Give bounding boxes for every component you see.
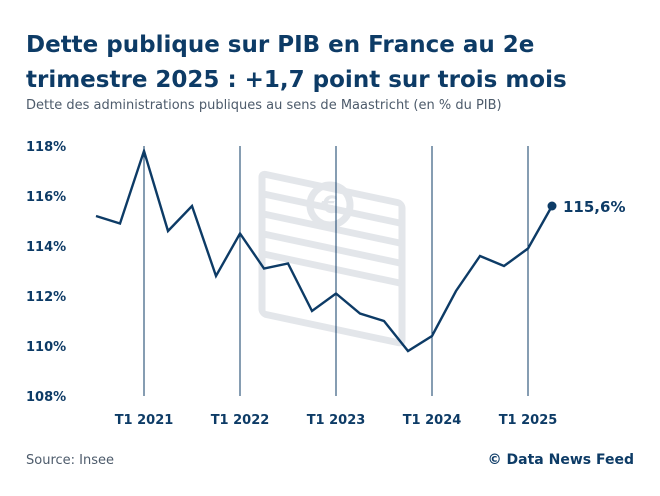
euro-banknotes-icon: €: [258, 170, 406, 347]
end-point-marker: [547, 201, 557, 211]
credit-label: © Data News Feed: [487, 452, 634, 468]
x-tick-label: T1 2025: [499, 413, 558, 428]
y-tick-label: 118%: [26, 140, 66, 155]
x-tick-label: T1 2022: [211, 413, 270, 428]
chart-subtitle: Dette des administrations publiques au s…: [26, 98, 502, 113]
y-tick-label: 108%: [26, 390, 66, 405]
y-axis-ticks: 108% 110% 112% 114% 116% 118%: [26, 140, 66, 405]
series-layer: 115,6%: [95, 147, 625, 353]
x-tick-label: T1 2021: [115, 413, 174, 428]
x-tick-label: T1 2023: [307, 413, 366, 428]
end-value-label: 115,6%: [563, 198, 625, 216]
euro-coin-shape: [306, 181, 354, 229]
x-axis-ticks: T1 2021 T1 2022 T1 2023 T1 2024 T1 2025: [115, 413, 558, 428]
y-tick-label: 112%: [26, 290, 66, 305]
y-tick-label: 116%: [26, 190, 66, 205]
banknote-shape: [258, 250, 406, 347]
x-tick-label: T1 2024: [403, 413, 462, 428]
y-tick-label: 114%: [26, 240, 66, 255]
source-note: Source: Insee: [26, 453, 115, 468]
vertical-gridlines: [143, 146, 529, 396]
y-tick-label: 110%: [26, 340, 66, 355]
chart-title: Dette publique sur PIB en France au 2e t…: [26, 32, 567, 93]
euro-symbol: €: [321, 191, 339, 219]
series-line: [95, 147, 554, 353]
